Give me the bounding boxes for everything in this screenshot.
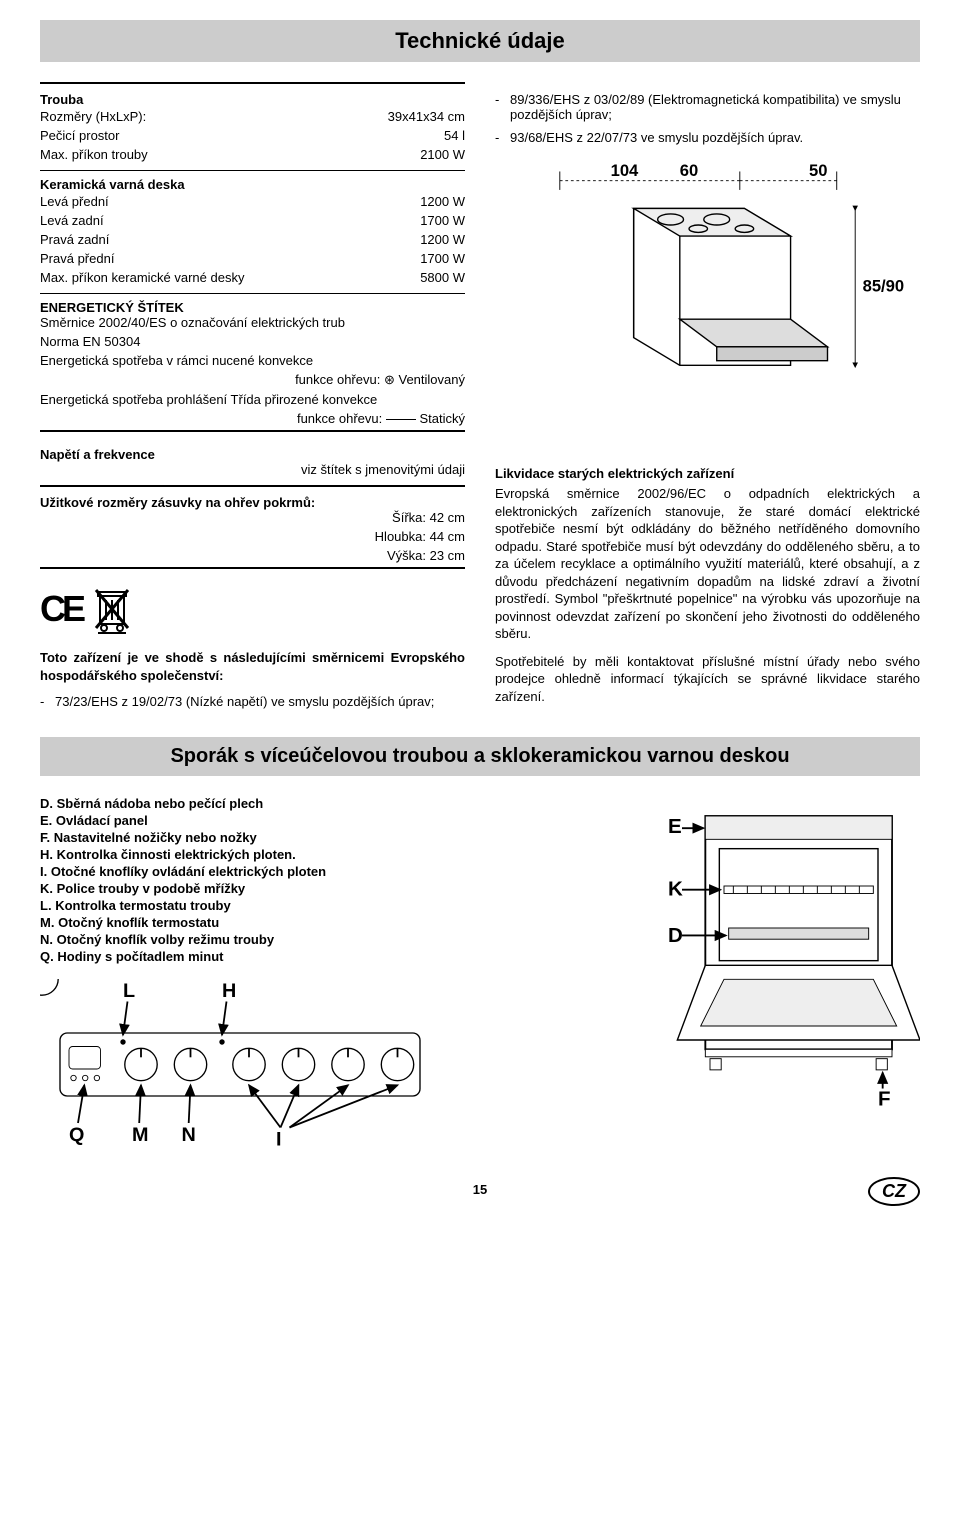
- spec-value: 5800 W: [389, 268, 465, 287]
- disposal-heading: Likvidace starých elektrických zařízení: [495, 466, 920, 481]
- label-F: F: [878, 1087, 891, 1110]
- spec-label: Pravá zadní: [40, 230, 389, 249]
- energy-line: Energetická spotřeba v rámci nucené konv…: [40, 353, 465, 368]
- spec-label: Pravá přední: [40, 249, 389, 268]
- dim-104: 104: [611, 161, 639, 180]
- spec-label: Rozměry (HxLxP):: [40, 107, 287, 126]
- drawer-height: Výška: 23 cm: [40, 548, 465, 563]
- label-L: L: [123, 980, 135, 1002]
- directive-item: 93/68/EHS z 22/07/73 ve smyslu pozdějšíc…: [510, 130, 920, 145]
- energy-line: Norma EN 50304: [40, 334, 465, 349]
- hob-heading: Keramická varná deska: [40, 177, 465, 192]
- dim-85-90: 85/90: [863, 276, 905, 295]
- compliance-intro: Toto zařízení je ve shodě s následujícím…: [40, 649, 465, 684]
- label-Q: Q: [69, 1124, 84, 1146]
- directive-item: 89/336/EHS z 03/02/89 (Elektromagnetická…: [510, 92, 920, 122]
- spec-value: 2100 W: [287, 145, 465, 164]
- label-D: D: [668, 924, 683, 947]
- directive-list-right: -89/336/EHS z 03/02/89 (Elektromagnetick…: [495, 92, 920, 145]
- weee-bin-icon: [92, 584, 132, 634]
- spec-value: 1200 W: [389, 192, 465, 211]
- directive-item: 73/23/EHS z 19/02/73 (Nízké napětí) ve s…: [55, 694, 465, 709]
- spec-value: 54 l: [287, 126, 465, 145]
- compliance-icons: CE: [40, 584, 465, 634]
- page-number: 15: [40, 1182, 920, 1197]
- fan-icon: ⊛: [384, 372, 395, 387]
- spec-value: 39x41x34 cm: [287, 107, 465, 126]
- right-column: -89/336/EHS z 03/02/89 (Elektromagnetick…: [495, 82, 920, 717]
- oven-heading: Trouba: [40, 92, 465, 107]
- voltage-value: viz štítek s jmenovitými údaji: [40, 462, 465, 477]
- dimension-diagram: 104 60 50 85/90: [495, 153, 920, 393]
- spec-label: Max. příkon keramické varné desky: [40, 268, 389, 287]
- left-column: Trouba Rozměry (HxLxP):39x41x34 cm Pečic…: [40, 82, 465, 717]
- spec-label: Levá zadní: [40, 211, 389, 230]
- label-N: N: [182, 1124, 196, 1146]
- energy-line: funkce ohřevu: ⊛ Ventilovaný: [40, 372, 465, 388]
- label-E: E: [668, 815, 682, 838]
- label-K: K: [668, 877, 683, 900]
- country-badge: CZ: [868, 1177, 920, 1206]
- energy-heading: ENERGETICKÝ ŠTÍTEK: [40, 300, 465, 315]
- dim-60: 60: [680, 161, 698, 180]
- label-M: M: [132, 1124, 148, 1146]
- section-header-2: Sporák s víceúčelovou troubou a sklokera…: [40, 737, 920, 776]
- drawer-dims: Šířka: 42 cm Hloubka: 44 cm Výška: 23 cm: [40, 510, 465, 563]
- drawer-depth: Hloubka: 44 cm: [40, 529, 465, 544]
- parts-list: D. Sběrná nádoba nebo pečící plech E. Ov…: [40, 796, 610, 964]
- control-panel-diagram: L H Q M N I: [40, 979, 440, 1159]
- spec-value: 1700 W: [389, 249, 465, 268]
- top-columns: Trouba Rozměry (HxLxP):39x41x34 cm Pečic…: [40, 82, 920, 717]
- spec-value: 1200 W: [389, 230, 465, 249]
- directive-list-left: -73/23/EHS z 19/02/73 (Nízké napětí) ve …: [40, 694, 465, 709]
- static-line-icon: [386, 419, 416, 420]
- oven-spec-table: Rozměry (HxLxP):39x41x34 cm Pečicí prost…: [40, 107, 465, 164]
- drawer-heading: Užitkové rozměry zásuvky na ohřev pokrmů…: [40, 495, 465, 510]
- energy-line: Energetická spotřeba prohlášení Třída př…: [40, 392, 465, 407]
- disposal-p2: Spotřebitelé by měli kontaktovat přísluš…: [495, 653, 920, 706]
- label-I: I: [276, 1129, 282, 1151]
- hob-spec-table: Levá přední1200 W Levá zadní1700 W Pravá…: [40, 192, 465, 287]
- drawer-width: Šířka: 42 cm: [40, 510, 465, 525]
- disposal-p1: Evropská směrnice 2002/96/EC o odpadních…: [495, 485, 920, 643]
- oven-front-diagram: E K D F: [640, 796, 920, 1116]
- spec-value: 1700 W: [389, 211, 465, 230]
- dim-50: 50: [809, 161, 827, 180]
- energy-line: funkce ohřevu: Statický: [40, 411, 465, 426]
- spec-label: Pečicí prostor: [40, 126, 287, 145]
- spec-label: Max. příkon trouby: [40, 145, 287, 164]
- energy-block: ENERGETICKÝ ŠTÍTEK Směrnice 2002/40/ES o…: [40, 300, 465, 426]
- title-bar: Technické údaje: [40, 20, 920, 62]
- label-H: H: [222, 980, 236, 1002]
- energy-line: Směrnice 2002/40/ES o označování elektri…: [40, 315, 465, 330]
- oven-section: D. Sběrná nádoba nebo pečící plech E. Ov…: [40, 796, 920, 1162]
- voltage-heading: Napětí a frekvence: [40, 447, 155, 462]
- ce-mark-icon: CE: [40, 588, 82, 630]
- spec-label: Levá přední: [40, 192, 389, 211]
